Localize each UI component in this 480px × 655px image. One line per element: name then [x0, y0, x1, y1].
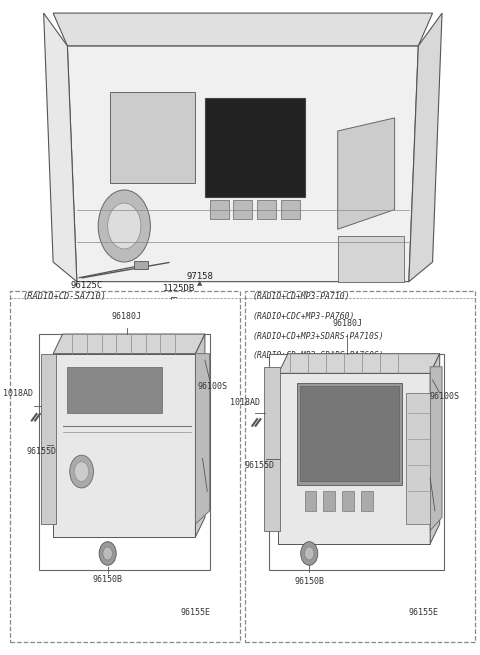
Text: 96180J: 96180J [332, 318, 362, 328]
Polygon shape [264, 367, 280, 531]
Polygon shape [338, 118, 395, 229]
Text: 1018AD: 1018AD [2, 388, 33, 398]
Bar [324, 491, 336, 511]
Polygon shape [195, 354, 210, 524]
Text: 1125DB: 1125DB [163, 284, 195, 293]
Text: 96155E: 96155E [408, 608, 438, 617]
Polygon shape [53, 354, 195, 537]
Text: (RADIO+CD+MP3+SDARS-PA760S): (RADIO+CD+MP3+SDARS-PA760S) [252, 351, 384, 360]
Bar [300, 386, 399, 481]
Bar [269, 354, 444, 570]
Circle shape [99, 542, 116, 565]
Circle shape [304, 547, 314, 560]
Polygon shape [430, 367, 442, 531]
Circle shape [103, 547, 112, 560]
Text: 96150B: 96150B [93, 575, 123, 584]
Text: 96100S: 96100S [430, 392, 459, 401]
Text: 97158: 97158 [187, 272, 214, 282]
Polygon shape [233, 200, 252, 219]
Polygon shape [67, 46, 419, 282]
Polygon shape [53, 334, 205, 354]
Text: (RADIO+CDC+MP3-PA760): (RADIO+CDC+MP3-PA760) [252, 312, 355, 321]
Circle shape [98, 190, 150, 262]
Bar [39, 334, 210, 570]
Text: (RADIO+CD-SA710): (RADIO+CD-SA710) [22, 292, 106, 301]
Text: (RADIO+CD+MP3+SDARS-PA710S): (RADIO+CD+MP3+SDARS-PA710S) [252, 331, 384, 341]
Bar [361, 491, 373, 511]
Polygon shape [44, 13, 77, 282]
Polygon shape [195, 334, 205, 537]
Text: ▲: ▲ [197, 280, 203, 286]
Bar [304, 491, 316, 511]
Polygon shape [407, 393, 430, 524]
Text: (RADIO+CD+MP3-PA710): (RADIO+CD+MP3-PA710) [252, 292, 350, 301]
Bar [342, 491, 354, 511]
Text: 96155D: 96155D [26, 447, 56, 457]
Text: 96155E: 96155E [180, 608, 210, 617]
Polygon shape [210, 200, 228, 219]
Polygon shape [278, 373, 430, 544]
Circle shape [74, 462, 89, 481]
Polygon shape [257, 200, 276, 219]
Polygon shape [278, 354, 440, 373]
Polygon shape [41, 354, 56, 524]
Text: 96100S: 96100S [197, 382, 227, 391]
Bar [298, 383, 402, 485]
Text: 96125C: 96125C [70, 281, 102, 290]
Text: 96180J: 96180J [112, 312, 142, 321]
Circle shape [300, 542, 318, 565]
Circle shape [70, 455, 94, 488]
Text: 1018AD: 1018AD [230, 398, 260, 407]
Text: 96155D: 96155D [244, 460, 275, 470]
Bar [67, 367, 162, 413]
Text: 96150B: 96150B [294, 577, 324, 586]
Polygon shape [53, 13, 432, 46]
Text: ⌐: ⌐ [170, 292, 178, 302]
Circle shape [108, 203, 141, 249]
Polygon shape [281, 200, 300, 219]
Polygon shape [409, 13, 442, 282]
Polygon shape [338, 236, 404, 282]
Bar [134, 261, 148, 269]
Polygon shape [110, 92, 195, 183]
Polygon shape [430, 354, 440, 544]
Polygon shape [205, 98, 304, 196]
